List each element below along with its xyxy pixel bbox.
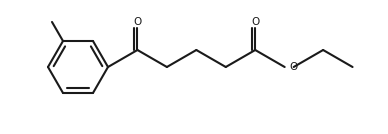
Text: O: O: [251, 17, 259, 27]
Text: O: O: [290, 62, 298, 72]
Text: O: O: [133, 17, 142, 27]
